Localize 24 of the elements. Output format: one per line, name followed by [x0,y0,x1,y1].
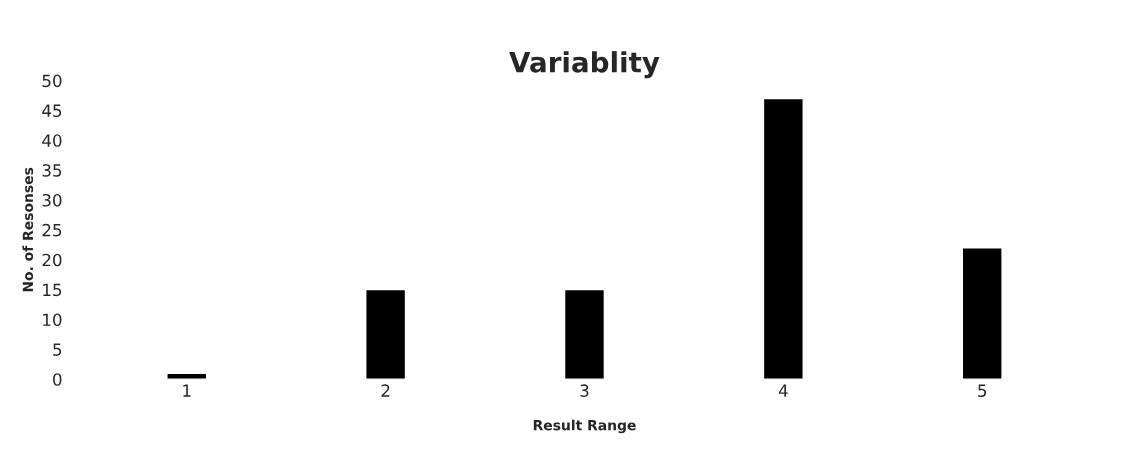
y-tick-label: 40 [42,134,62,147]
x-tick-label: 4 [778,384,788,397]
y-tick-label: 45 [42,104,62,118]
y-tick-label: 30 [42,193,62,207]
bar [166,372,208,380]
y-tick-label: 15 [43,283,62,297]
bar [563,288,606,380]
y-axis-title: No. of Resonses [22,167,34,292]
bar [762,97,804,380]
chart-title: Variablity [509,51,660,79]
y-tick-label: 0 [53,373,62,386]
y-tick-label: 50 [42,74,62,88]
y-tick-label: 10 [43,313,62,327]
y-tick-label: 25 [42,223,62,237]
x-tick-label: 5 [978,384,987,397]
x-tick-label: 1 [183,384,191,397]
y-tick-label: 20 [42,253,62,267]
y-tick-label: 5 [53,343,62,356]
y-tick-label: 35 [42,164,62,177]
x-axis-title: Result Range [533,419,636,434]
x-tick-label: 3 [580,384,589,397]
x-tick-label: 2 [381,384,390,397]
bar [961,247,1003,380]
bar [365,288,407,380]
